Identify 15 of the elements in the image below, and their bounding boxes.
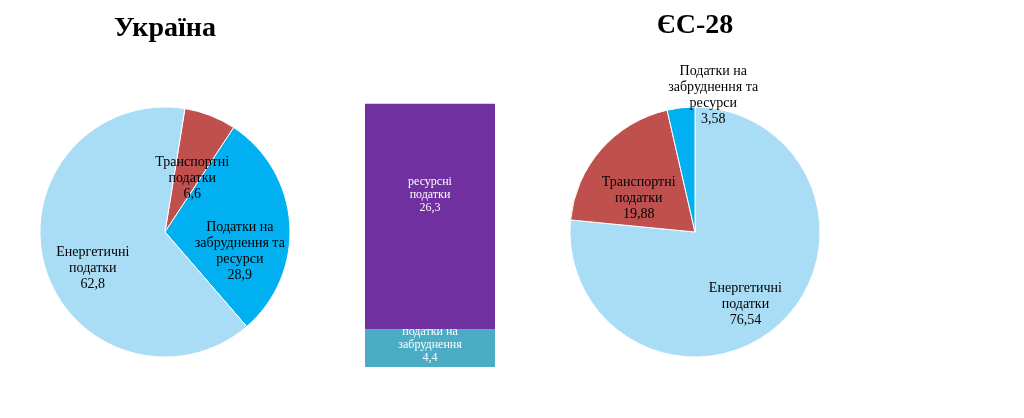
data-label: 19,88 <box>622 206 655 222</box>
data-label: 76,54 <box>729 311 762 327</box>
series-label: податки на забруднення <box>398 324 463 351</box>
slice-label: Транспортні податки <box>601 174 676 206</box>
slice-label: Енергетичні податки <box>56 244 130 276</box>
chart-title: ЄС-28 <box>656 7 734 39</box>
data-label: 4,4 <box>422 350 438 364</box>
data-label: 3,58 <box>700 110 726 126</box>
slice-label: Податки на забруднення та ресурси <box>194 219 286 267</box>
slice-label: Податки на забруднення та ресурси <box>668 62 760 110</box>
data-label: 28,9 <box>227 267 253 283</box>
slice-label: Енергетичні податки <box>708 279 783 311</box>
data-label: 62,8 <box>80 276 106 292</box>
series-label: ресурсні податки <box>408 173 453 201</box>
chart-title: Україна <box>114 11 216 42</box>
